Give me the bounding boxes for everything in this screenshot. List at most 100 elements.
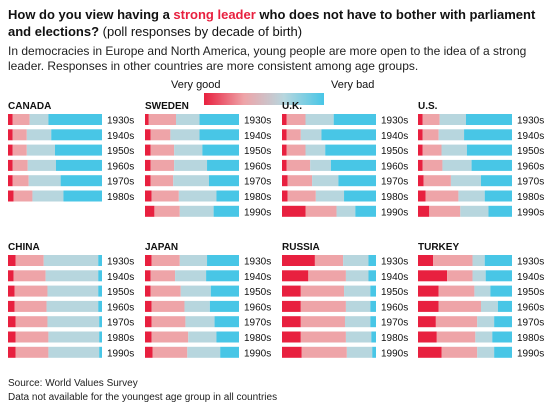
bar-segment-very-good (145, 129, 151, 141)
panel-title: CHINA (8, 242, 40, 253)
bar-segment-very-bad (355, 205, 376, 217)
bar-segment-fairly-bad (438, 129, 465, 141)
bar-segment-very-bad (485, 270, 512, 282)
decade-label: 1970s (244, 318, 271, 329)
bar-segment-very-bad (321, 129, 376, 141)
bar-segment-very-bad (368, 270, 376, 282)
decade-label: 1930s (107, 257, 134, 268)
panel-title: U.S. (418, 101, 438, 112)
bar-segment-very-bad (338, 175, 376, 187)
bar-segment-fairly-good (150, 285, 181, 297)
bar-segment-very-good (282, 144, 287, 156)
bar-segment-fairly-good (308, 270, 346, 282)
decade-label: 1960s (381, 161, 408, 172)
title-text-end: who does not have to bother with parliam… (8, 7, 536, 39)
bar-segment-fairly-good (150, 129, 171, 141)
bar-segment-fairly-bad (336, 205, 356, 217)
bar-segment-fairly-bad (175, 270, 207, 282)
bar-segment-very-good (282, 316, 301, 328)
bar-segment-very-good (145, 270, 151, 282)
bar-segment-very-good (282, 129, 287, 141)
bar-segment-fairly-bad (29, 114, 49, 125)
decade-label: 1930s (517, 257, 544, 268)
bar-segment-fairly-good (14, 300, 47, 312)
bar-segment-very-good (145, 346, 153, 358)
bar-segment-very-good (418, 285, 439, 297)
decade-label: 1950s (517, 287, 544, 298)
bar-segment-very-good (418, 114, 423, 125)
bar-segment-very-bad (344, 190, 376, 202)
title-subtitle: (poll responses by decade of birth) (99, 24, 303, 39)
decade-label: 1930s (244, 116, 271, 127)
bar-segment-fairly-good (15, 316, 48, 328)
bar-segment-fairly-bad (188, 331, 217, 343)
bar-segment-fairly-good (286, 144, 306, 156)
bar-segment-very-bad (207, 255, 239, 266)
bar-segment-very-bad (325, 144, 376, 156)
decade-label: 1970s (381, 318, 408, 329)
bar-segment-fairly-bad (458, 190, 485, 202)
decade-label: 1960s (107, 302, 134, 313)
bar-segment-fairly-bad (450, 175, 481, 187)
bar-segment-fairly-bad (176, 114, 200, 125)
panel-russia: RUSSIA 1930s 1940s 1950s 1960s 1970s 1980s 1990… (282, 242, 408, 359)
bar-segment-very-bad (466, 144, 512, 156)
bar-segment-very-good (8, 144, 13, 156)
bar-segment-very-good (8, 285, 15, 297)
bar-segment-fairly-good (301, 346, 347, 358)
legend-label-very-good: Very good (171, 79, 221, 91)
bar-segment-fairly-bad (43, 255, 99, 266)
decade-label: 1950s (107, 287, 134, 298)
bar-segment-fairly-bad (47, 285, 99, 297)
bar-segment-very-bad (63, 190, 102, 202)
bar-segment-fairly-good (422, 114, 440, 125)
bar-segment-fairly-good (287, 175, 313, 187)
bar-segment-fairly-good (154, 205, 180, 217)
bar-segment-fairly-bad (477, 346, 495, 358)
bar-segment-fairly-bad (174, 144, 203, 156)
bar-segment-very-good (418, 346, 442, 358)
decade-label: 1990s (517, 207, 544, 218)
bar-segment-fairly-good (286, 159, 311, 171)
bar-segment-fairly-good (15, 255, 44, 266)
decade-label: 1950s (517, 146, 544, 157)
bar-segment-fairly-bad (477, 316, 495, 328)
legend-gradient-bar (204, 93, 324, 105)
bar-segment-very-bad (484, 255, 512, 266)
bar-segment-very-good (8, 300, 15, 312)
bar-segment-fairly-bad (184, 300, 210, 312)
bar-segment-very-good (418, 129, 423, 141)
bar-segment-very-good (145, 190, 152, 202)
bar-segment-fairly-good (14, 285, 48, 297)
decade-label: 1940s (107, 272, 134, 283)
decade-label: 1980s (381, 333, 408, 344)
bar-segment-very-bad (98, 300, 102, 312)
decade-label: 1940s (517, 131, 544, 142)
panel-title: TURKEY (418, 242, 459, 253)
bar-segment-very-bad (60, 175, 102, 187)
bar-segment-fairly-bad (32, 190, 64, 202)
bar-segment-very-good (145, 114, 149, 125)
bar-segment-fairly-good (314, 255, 344, 266)
bar-segment-very-bad (370, 300, 376, 312)
decade-label: 1980s (244, 192, 271, 203)
bar-segment-fairly-bad (178, 190, 217, 202)
decade-label: 1980s (244, 333, 271, 344)
bar-segment-very-bad (199, 129, 239, 141)
decade-label: 1950s (244, 146, 271, 157)
bar-segment-fairly-good (150, 159, 175, 171)
panel-title: CANADA (8, 101, 51, 112)
decade-label: 1930s (381, 257, 408, 268)
bar-segment-very-bad (372, 346, 376, 358)
bar-segment-fairly-bad (305, 114, 334, 125)
decade-label: 1940s (107, 131, 134, 142)
bar-segment-very-good (282, 300, 301, 312)
bar-segment-fairly-bad (170, 129, 200, 141)
bar-segment-fairly-good (300, 285, 345, 297)
decade-label: 1930s (107, 116, 134, 127)
bar-segment-very-bad (494, 316, 512, 328)
bar-segment-very-good (8, 331, 16, 343)
bar-segment-very-good (418, 190, 426, 202)
legend: Very good Very bad (164, 79, 404, 109)
